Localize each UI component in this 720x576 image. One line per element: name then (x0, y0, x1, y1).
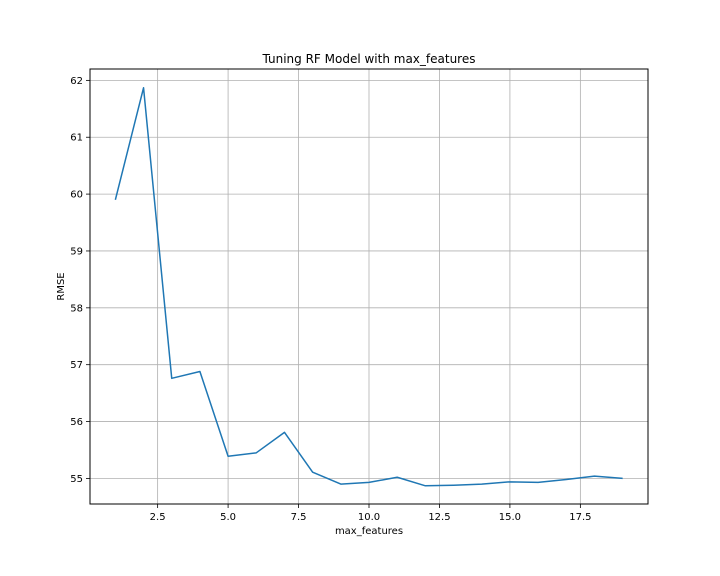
plot-area-frame (89, 68, 649, 505)
y-tick-label: 58 (70, 303, 83, 314)
x-tick-label: 7.5 (291, 512, 307, 523)
x-tick-label: 2.5 (150, 512, 166, 523)
series-line (114, 87, 623, 487)
y-tick-label: 62 (70, 76, 83, 87)
x-tick-label: 10.0 (358, 512, 380, 523)
series-layer (114, 87, 623, 487)
x-tick-label: 5.0 (220, 512, 236, 523)
grid (90, 69, 648, 504)
y-tick-label: 55 (70, 474, 83, 485)
y-axis-label: RMSE (56, 272, 67, 300)
y-tick-label: 61 (70, 133, 83, 144)
x-tick-label: 17.5 (569, 512, 591, 523)
y-tick-label: 59 (70, 246, 83, 257)
y-tick-label: 60 (70, 190, 83, 201)
x-axis-label: max_features (335, 526, 403, 537)
y-tick-label: 56 (70, 417, 83, 428)
y-tick-label: 57 (70, 360, 83, 371)
x-tick-label: 15.0 (499, 512, 521, 523)
chart-title: Tuning RF Model with max_features (262, 52, 476, 66)
x-tick-label: 12.5 (428, 512, 450, 523)
axis-ticks: 2.5 5.0 7.5 10.0 12.5 15.0 17.5 55 56 57 58 59 60 61 6… (70, 76, 591, 523)
